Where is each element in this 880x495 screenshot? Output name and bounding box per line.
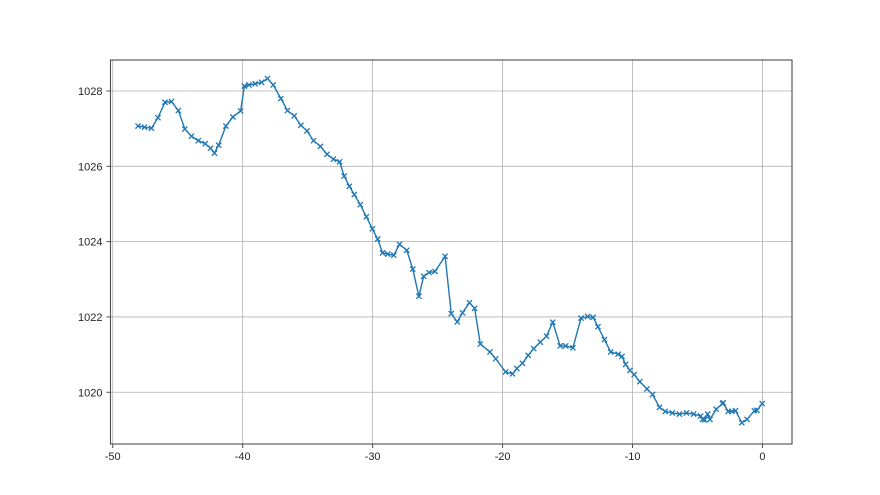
svg-text:1022: 1022 [78,312,102,324]
svg-text:1028: 1028 [78,86,102,98]
svg-text:-20: -20 [495,451,511,463]
svg-text:-40: -40 [235,451,251,463]
svg-text:-30: -30 [365,451,381,463]
svg-text:1020: 1020 [78,387,102,399]
svg-text:0: 0 [759,451,765,463]
svg-text:-50: -50 [105,451,121,463]
svg-text:1026: 1026 [78,161,102,173]
svg-text:1024: 1024 [78,237,102,249]
svg-text:-10: -10 [625,451,641,463]
